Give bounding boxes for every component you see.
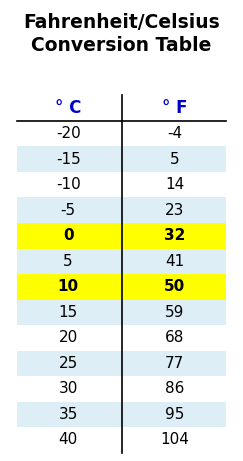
Bar bbox=[17, 351, 226, 376]
Bar bbox=[17, 172, 226, 197]
Text: 40: 40 bbox=[59, 432, 78, 448]
Bar bbox=[17, 223, 226, 248]
Text: ° F: ° F bbox=[162, 99, 188, 117]
Text: ° C: ° C bbox=[55, 99, 81, 117]
Text: 32: 32 bbox=[164, 228, 185, 243]
Text: 68: 68 bbox=[165, 331, 184, 345]
Bar bbox=[17, 376, 226, 402]
Text: 50: 50 bbox=[164, 279, 185, 294]
Text: 5: 5 bbox=[170, 152, 180, 166]
Text: 95: 95 bbox=[165, 407, 184, 422]
Text: -10: -10 bbox=[56, 177, 81, 192]
Bar bbox=[17, 147, 226, 172]
Text: 59: 59 bbox=[165, 305, 184, 320]
Bar bbox=[17, 121, 226, 147]
Text: 15: 15 bbox=[59, 305, 78, 320]
Bar bbox=[17, 402, 226, 427]
Bar bbox=[17, 248, 226, 274]
Text: -4: -4 bbox=[167, 126, 182, 141]
Bar bbox=[17, 325, 226, 351]
Text: 30: 30 bbox=[59, 381, 78, 396]
Text: -15: -15 bbox=[56, 152, 81, 166]
Text: 77: 77 bbox=[165, 356, 184, 371]
Bar bbox=[17, 274, 226, 300]
Text: -5: -5 bbox=[61, 203, 76, 218]
Text: -20: -20 bbox=[56, 126, 81, 141]
Text: 0: 0 bbox=[63, 228, 73, 243]
Text: 14: 14 bbox=[165, 177, 184, 192]
Text: 20: 20 bbox=[59, 331, 78, 345]
Text: 25: 25 bbox=[59, 356, 78, 371]
Text: 23: 23 bbox=[165, 203, 184, 218]
Text: 86: 86 bbox=[165, 381, 184, 396]
Text: 35: 35 bbox=[59, 407, 78, 422]
Text: Fahrenheit/Celsius
Conversion Table: Fahrenheit/Celsius Conversion Table bbox=[23, 13, 220, 55]
Text: 10: 10 bbox=[58, 279, 79, 294]
Text: 5: 5 bbox=[63, 254, 73, 269]
Bar bbox=[17, 427, 226, 453]
Text: 41: 41 bbox=[165, 254, 184, 269]
Bar bbox=[17, 197, 226, 223]
Bar bbox=[17, 300, 226, 325]
Text: 104: 104 bbox=[160, 432, 189, 448]
